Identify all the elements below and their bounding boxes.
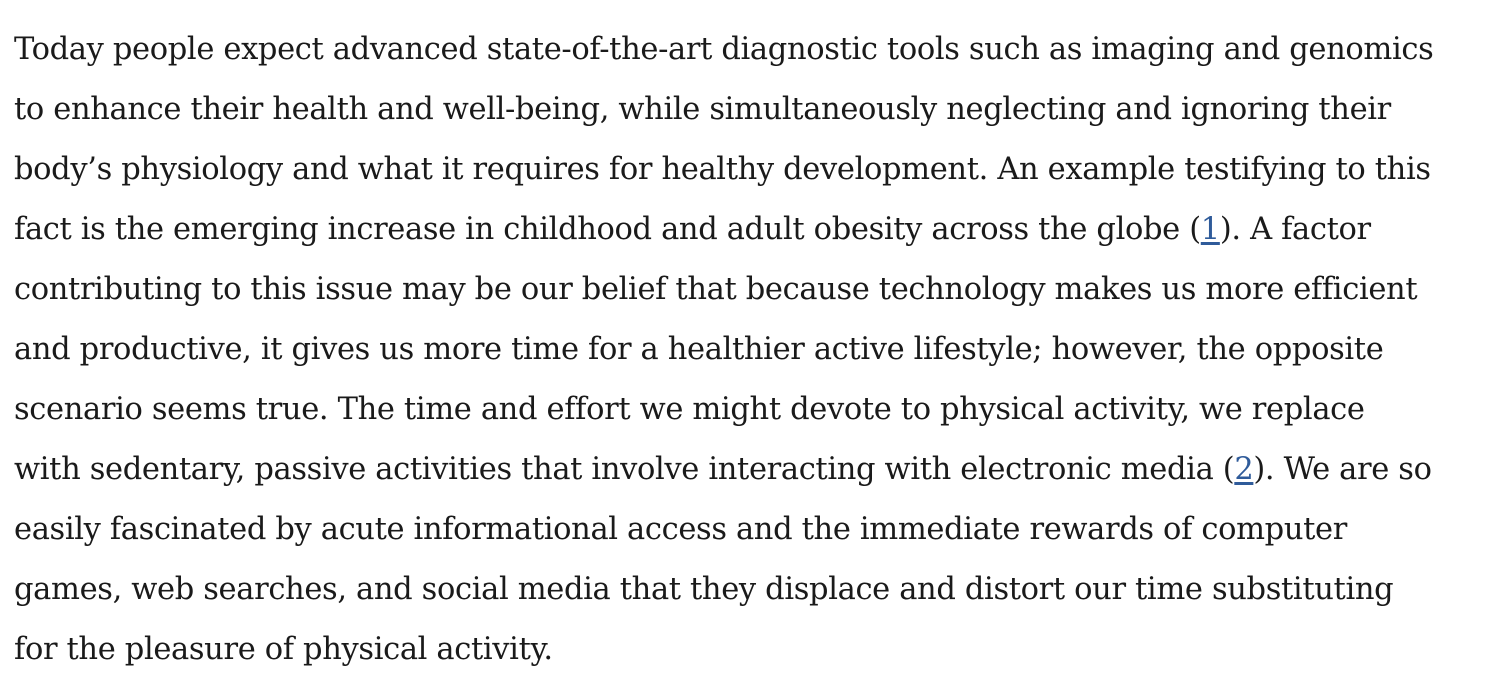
text-segment: ). We are so bbox=[1253, 452, 1432, 487]
text-line: games, web searches, and social media th… bbox=[14, 572, 1394, 607]
article-body: Today people expect advanced state-of-th… bbox=[14, 20, 1488, 680]
citation-link-2[interactable]: 2 bbox=[1234, 452, 1254, 487]
text-line: easily fascinated by acute informational… bbox=[14, 512, 1347, 547]
text-segment: with sedentary, passive activities that … bbox=[14, 452, 1235, 487]
citation-link-1[interactable]: 1 bbox=[1200, 212, 1220, 247]
text-segment: fact is the emerging increase in childho… bbox=[14, 212, 1201, 247]
text-line: for the pleasure of physical activity. bbox=[14, 632, 553, 667]
text-line: Today people expect advanced state-of-th… bbox=[14, 32, 1434, 67]
text-line: with sedentary, passive activities that … bbox=[14, 440, 1488, 500]
text-line: contributing to this issue may be our be… bbox=[14, 272, 1418, 307]
text-line: fact is the emerging increase in childho… bbox=[14, 200, 1488, 260]
text-line: to enhance their health and well-being, … bbox=[14, 92, 1391, 127]
text-line: scenario seems true. The time and effort… bbox=[14, 392, 1365, 427]
text-line: body’s physiology and what it requires f… bbox=[14, 152, 1431, 187]
text-line: and productive, it gives us more time fo… bbox=[14, 332, 1384, 367]
body-paragraph: Today people expect advanced state-of-th… bbox=[14, 20, 1488, 680]
text-segment: ). A factor bbox=[1219, 212, 1371, 247]
